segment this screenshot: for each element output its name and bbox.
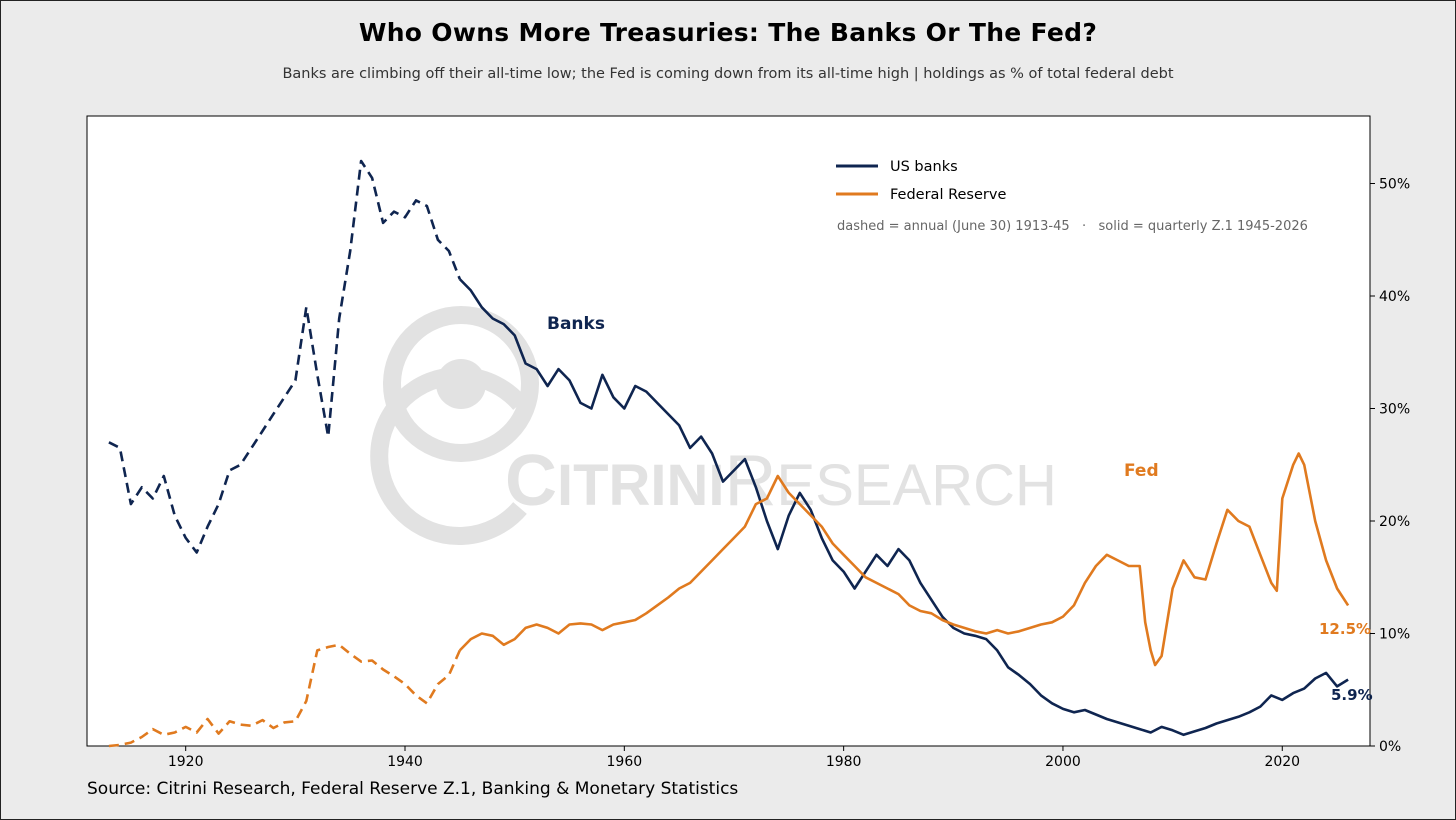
legend-label-fed: Federal Reserve (890, 187, 1006, 203)
watermark-logo-arc (370, 367, 527, 545)
series-fed-annual-line (108, 643, 461, 748)
chart-subtitle: Banks are climbing off their all-time lo… (282, 66, 1174, 82)
legend: US banks Federal Reserve dashed = annual… (836, 159, 1308, 234)
x-tick-label: 2020 (1264, 754, 1300, 770)
end-label-fed: 12.5% (1319, 620, 1371, 638)
plot-area (86, 115, 1371, 747)
x-tick-label: 1920 (168, 754, 204, 770)
y-tick-label: 50% (1379, 177, 1410, 193)
series-banks-quarterly-line (458, 278, 1349, 737)
y-tick-label: 20% (1379, 514, 1410, 530)
source-note: Source: Citrini Research, Federal Reserv… (87, 779, 739, 799)
series-fed-quarterly-line (458, 452, 1350, 667)
watermark: CITRINIRESEARCH (370, 306, 1057, 545)
y-tick-label: 30% (1379, 402, 1410, 418)
chart-title: Who Owns More Treasuries: The Banks Or T… (358, 18, 1098, 47)
x-tick-label: 1940 (387, 754, 423, 770)
y-tick-label: 0% (1379, 739, 1401, 755)
y-tick-label: 10% (1379, 627, 1410, 643)
annotation-fed: Fed (1124, 461, 1159, 481)
annotation-banks: Banks (547, 314, 605, 334)
series-layer (108, 159, 1350, 748)
x-tick-label: 2000 (1045, 754, 1081, 770)
watermark-text: CITRINIRESEARCH (505, 441, 1057, 521)
legend-note: dashed = annual (June 30) 1913-45 · soli… (837, 219, 1308, 234)
x-tick-label: 1960 (607, 754, 643, 770)
series-banks-annual-line (108, 159, 462, 554)
legend-label-banks: US banks (890, 159, 958, 175)
axes: 1920 1940 1960 1980 2000 2020 0% 10% 20% 30% 40% 50… (168, 177, 1410, 771)
x-tick-label: 1980 (826, 754, 862, 770)
y-tick-label: 40% (1379, 289, 1410, 305)
end-label-banks: 5.9% (1331, 686, 1373, 704)
watermark-logo-ring (383, 306, 539, 462)
